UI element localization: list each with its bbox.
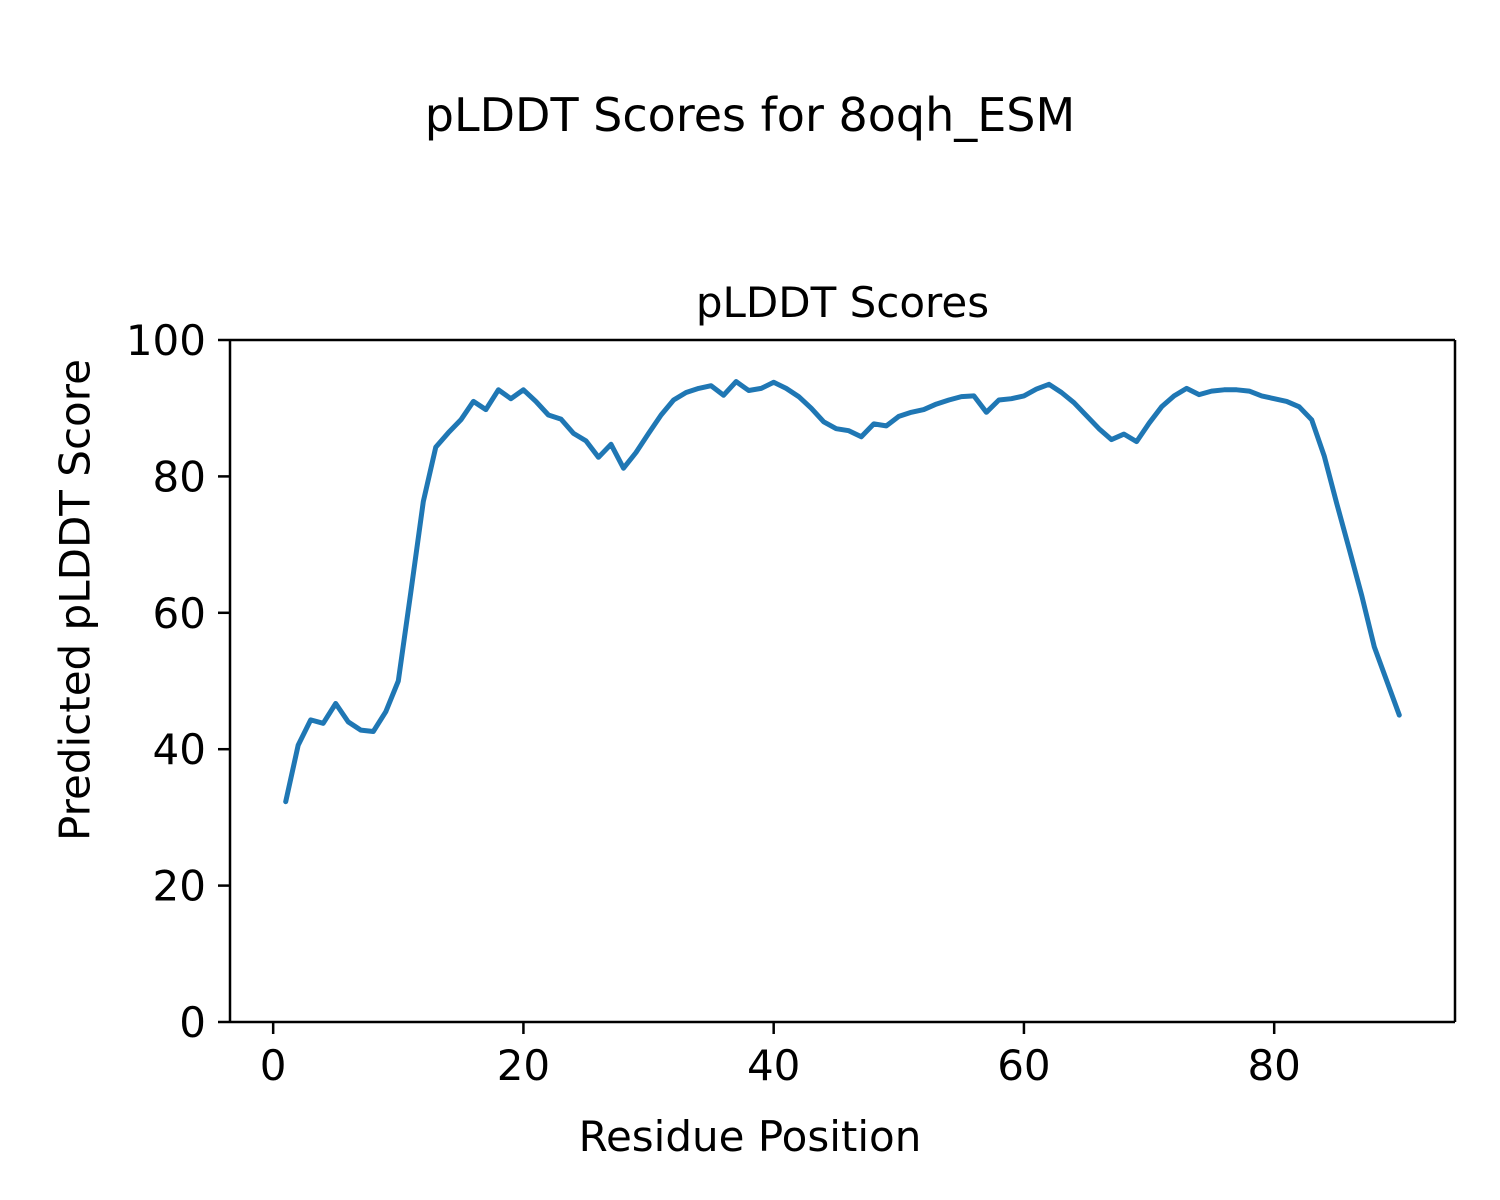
y-tick-label: 0 — [179, 998, 206, 1047]
x-tick-label: 40 — [747, 1041, 800, 1090]
x-tick-label: 60 — [997, 1041, 1050, 1090]
y-tick-label: 60 — [153, 589, 206, 638]
axes-spines — [228, 338, 1457, 1024]
x-tick-label: 0 — [260, 1041, 287, 1090]
figure-suptitle: pLDDT Scores for 8oqh_ESM — [424, 88, 1076, 142]
y-axis-ticks: 0 20 40 60 80 100 — [126, 316, 230, 1047]
x-axis-ticks: 0 20 40 60 80 — [260, 1022, 1301, 1090]
x-axis-label: Residue Position — [578, 1112, 922, 1161]
axes-title: pLDDT Scores — [695, 278, 990, 327]
plot-line — [283, 379, 1402, 805]
y-tick-label: 100 — [126, 316, 206, 365]
y-tick-label: 40 — [153, 725, 206, 774]
y-axis-label-text: Predicted pLDDT Score — [50, 359, 100, 841]
y-tick-label: 80 — [153, 452, 206, 501]
x-tick-label: 80 — [1247, 1041, 1300, 1090]
y-tick-label: 20 — [153, 862, 206, 911]
x-tick-label: 20 — [497, 1041, 550, 1090]
